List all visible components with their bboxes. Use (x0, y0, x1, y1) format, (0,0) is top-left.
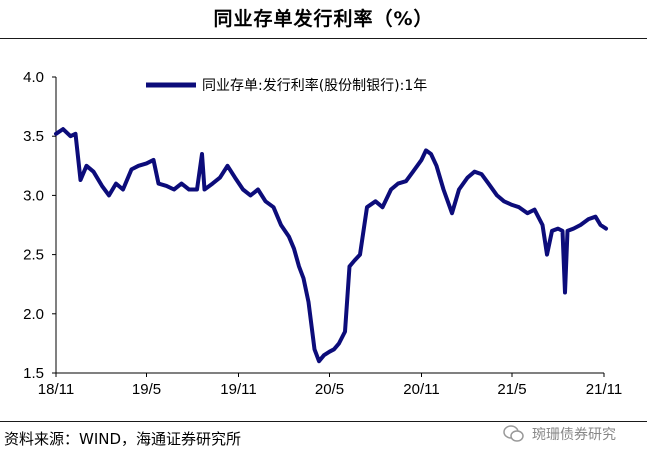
legend: 同业存单:发行利率(股份制银行):1年 (146, 77, 427, 94)
title-divider (0, 38, 647, 39)
y-axis: 4.0 3.5 3.0 2.5 2.0 1.5 (23, 69, 56, 382)
x-tick-label: 21/11 (586, 381, 622, 398)
source-note: 资料来源：WIND，海通证券研究所 (4, 430, 242, 448)
y-tick-label: 2.5 (23, 247, 44, 264)
x-axis: 18/11 19/5 19/11 20/5 20/11 21/5 21/11 (38, 373, 622, 398)
watermark-text: 琬珊债券研究 (532, 427, 616, 443)
y-tick-label: 3.5 (23, 128, 44, 145)
chart-title: 同业存单发行利率（%） (213, 8, 434, 30)
x-tick-label: 19/11 (220, 381, 256, 398)
watermark: 琬珊债券研究 (502, 422, 616, 446)
wechat-icon (503, 425, 524, 442)
x-tick-label: 18/11 (38, 381, 74, 398)
footer-divider (0, 421, 647, 422)
y-tick-label: 1.5 (23, 365, 44, 382)
y-tick-label: 3.0 (23, 187, 44, 204)
legend-label: 同业存单:发行利率(股份制银行):1年 (202, 77, 427, 94)
x-tick-label: 20/5 (315, 381, 344, 398)
series-layer (54, 127, 608, 364)
y-tick-label: 2.0 (23, 306, 44, 323)
x-tick-label: 19/5 (132, 381, 161, 398)
series-line-0 (54, 127, 608, 364)
y-tick-label: 4.0 (23, 69, 44, 86)
x-tick-label: 20/11 (403, 381, 439, 398)
x-tick-label: 21/5 (497, 381, 526, 398)
line-chart: 4.0 3.5 3.0 2.5 2.0 1.5 18/11 19/5 19/11 20/5 20/… (23, 69, 622, 398)
